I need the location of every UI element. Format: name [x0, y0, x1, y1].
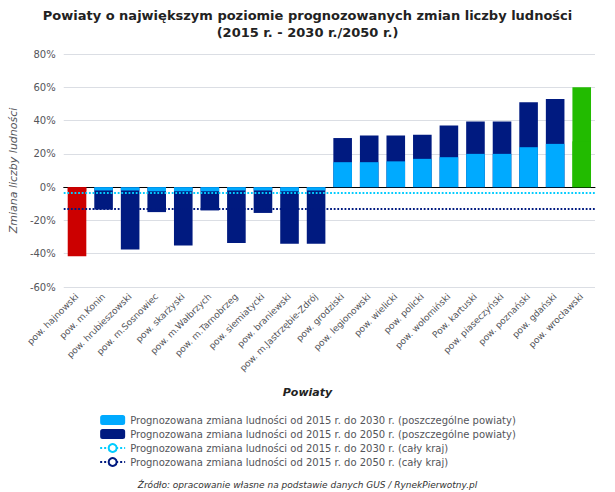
svg-text:Prognozowana zmiana ludności o: Prognozowana zmiana ludności od 2015 r. …	[130, 415, 516, 426]
svg-text:pow. hrubieszowski: pow. hrubieszowski	[65, 291, 134, 360]
svg-text:pow. m.Konin: pow. m.Konin	[58, 291, 107, 340]
svg-text:pow. siemiatycki: pow. siemiatycki	[206, 291, 267, 352]
svg-text:Prognozowana zmiana ludności o: Prognozowana zmiana ludności od 2015 r. …	[130, 457, 448, 468]
svg-text:40%: 40%	[34, 115, 56, 126]
svg-text:pow. wielicki: pow. wielicki	[352, 291, 400, 339]
svg-text:pow. poznański: pow. poznański	[476, 291, 533, 348]
svg-text:(2015 r. - 2030 r./2050 r.): (2015 r. - 2030 r./2050 r.)	[217, 25, 399, 40]
svg-text:pow. gdański: pow. gdański	[510, 291, 558, 339]
svg-text:-40%: -40%	[30, 248, 56, 259]
svg-text:80%: 80%	[34, 49, 56, 60]
svg-text:Prognozowana zmiana ludności o: Prognozowana zmiana ludności od 2015 r. …	[130, 429, 516, 440]
svg-text:Prognozowana zmiana ludności o: Prognozowana zmiana ludności od 2015 r. …	[130, 443, 448, 454]
svg-text:-20%: -20%	[30, 215, 56, 226]
svg-text:pow. braniewski: pow. braniewski	[235, 291, 294, 350]
svg-text:60%: 60%	[34, 82, 56, 93]
svg-text:pow. m.Tarnobrzeg: pow. m.Tarnobrzeg	[173, 291, 240, 359]
svg-text:20%: 20%	[34, 148, 56, 159]
svg-text:Powiaty: Powiaty	[283, 386, 333, 399]
svg-text:pow. m.Jastrzębie-Zdrój: pow. m.Jastrzębie-Zdrój	[237, 291, 320, 374]
svg-text:pow. m.Sosnowiec: pow. m.Sosnowiec	[94, 291, 161, 357]
svg-text:0%: 0%	[40, 182, 56, 193]
svg-text:Pow. kartuski: Pow. kartuski	[430, 291, 479, 340]
svg-text:pow. legionowski: pow. legionowski	[311, 291, 373, 353]
svg-text:pow. wołomiński: pow. wołomiński	[393, 291, 453, 351]
svg-text:Powiaty o największym poziomie: Powiaty o największym poziomie prognozow…	[43, 8, 573, 23]
svg-text:pow. policki: pow. policki	[381, 291, 426, 336]
svg-text:pow. skarżyski: pow. skarżyski	[133, 291, 187, 345]
svg-text:pow. piaseczyński: pow. piaseczyński	[441, 291, 506, 356]
svg-text:Źródło: opracowanie własne na: Źródło: opracowanie własne na podstawie …	[137, 479, 478, 490]
svg-text:pow. wrocławski: pow. wrocławski	[527, 291, 585, 349]
svg-text:pow. grodziski: pow. grodziski	[294, 291, 347, 344]
svg-text:-60%: -60%	[30, 282, 56, 293]
svg-text:pow. m.Wałbrzych: pow. m.Wałbrzych	[148, 291, 214, 357]
svg-text:Zmiana liczby ludności: Zmiana liczby ludności	[7, 108, 20, 235]
svg-text:pow. hajnowski: pow. hajnowski	[25, 291, 81, 347]
